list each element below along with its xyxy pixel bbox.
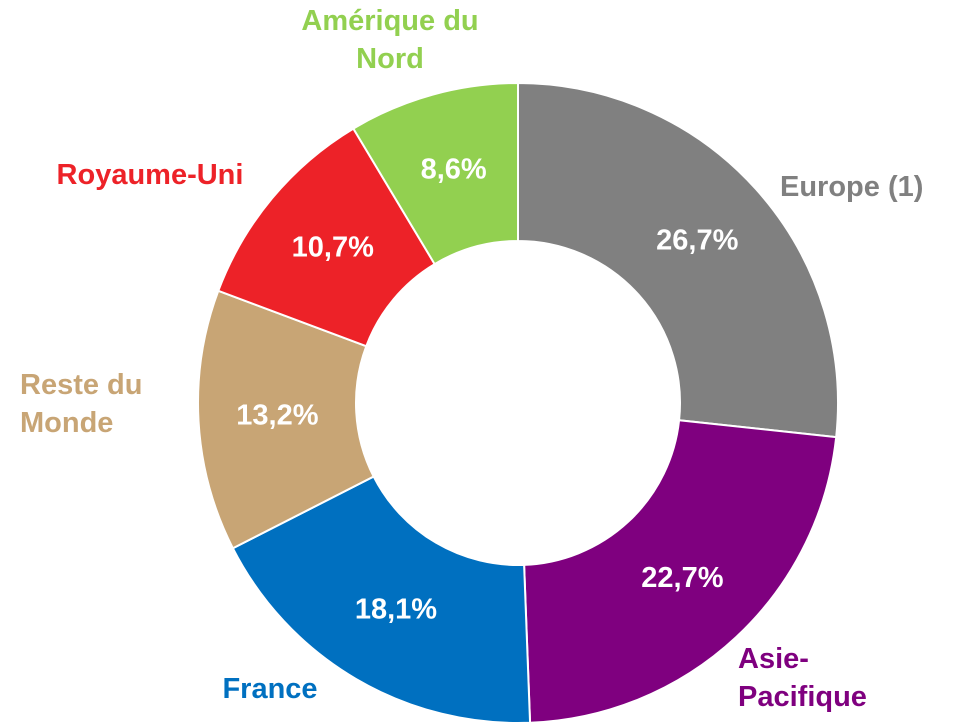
value-label: 26,7% bbox=[656, 225, 738, 257]
category-label: France bbox=[222, 673, 318, 705]
value-label: 22,7% bbox=[641, 562, 723, 594]
donut-slice bbox=[517, 81, 839, 439]
value-label: 10,7% bbox=[292, 231, 374, 263]
category-label: Asie-Pacifique bbox=[738, 643, 867, 713]
donut-slice bbox=[231, 475, 532, 724]
category-label: Reste du Monde bbox=[20, 369, 143, 439]
category-label: Royaume-Uni bbox=[56, 159, 244, 191]
value-label: 18,1% bbox=[355, 593, 437, 625]
value-label: 8,6% bbox=[421, 153, 487, 185]
category-label: Europe (1) bbox=[780, 171, 924, 203]
value-label: 13,2% bbox=[236, 399, 318, 431]
donut-slice bbox=[197, 289, 376, 550]
donut-slice bbox=[523, 419, 838, 724]
category-label: Amérique du Nord bbox=[301, 5, 479, 75]
donut-slice bbox=[352, 81, 519, 266]
